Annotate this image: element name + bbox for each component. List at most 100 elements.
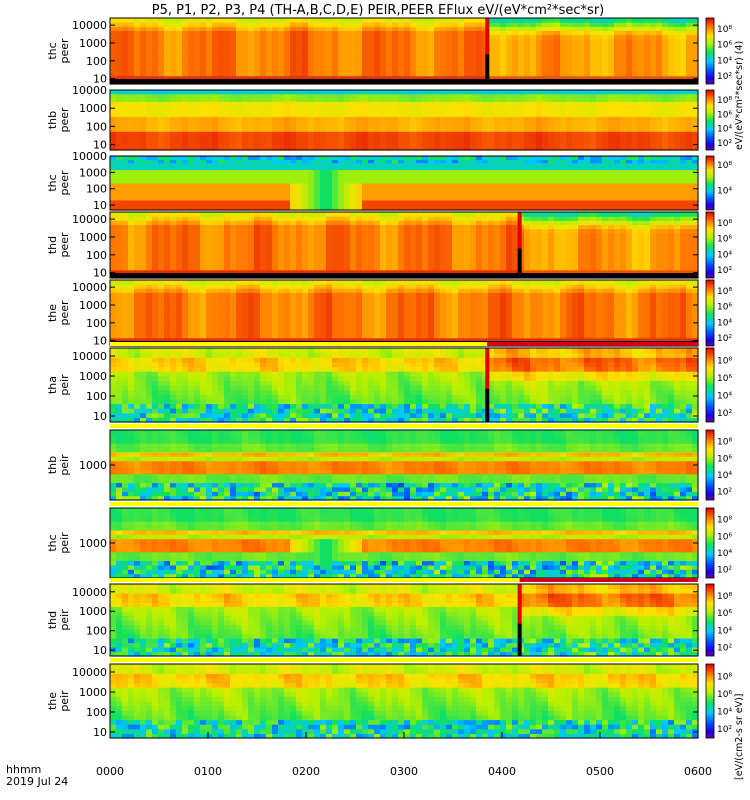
heatmap-cell: [236, 97, 243, 102]
heatmap-cell: [176, 189, 183, 194]
heatmap-cell: [488, 166, 495, 171]
heatmap-cell: [590, 120, 597, 125]
heatmap-cell: [668, 116, 675, 121]
heatmap-cell: [686, 51, 693, 56]
heatmap-cell: [578, 127, 585, 132]
heatmap-cell: [386, 172, 393, 177]
heatmap-cell: [578, 105, 585, 110]
heatmap-cell: [548, 142, 555, 147]
heatmap-cell: [518, 112, 525, 117]
heatmap-cell: [146, 108, 153, 114]
heatmap-cell: [134, 18, 141, 23]
heatmap-cell: [356, 159, 363, 164]
heatmap-cell: [212, 67, 219, 73]
heatmap-cell: [488, 159, 495, 164]
heatmap-cell: [662, 38, 669, 44]
heatmap-cell: [656, 142, 663, 147]
heatmap-cell: [638, 186, 645, 191]
heatmap-cell: [674, 90, 681, 95]
heatmap-cell: [464, 75, 471, 81]
heatmap-cell: [392, 169, 399, 174]
heatmap-cell: [332, 193, 339, 198]
heatmap-cell: [290, 176, 297, 181]
heatmap-cell: [212, 105, 219, 110]
heatmap-cell: [146, 34, 153, 40]
heatmap-cell: [320, 169, 327, 174]
heatmap-cell: [458, 26, 465, 31]
heatmap-cell: [182, 116, 189, 121]
heatmap-cell: [488, 22, 495, 27]
heatmap-cell: [188, 127, 195, 132]
heatmap-cell: [176, 97, 183, 102]
heatmap-cell: [446, 120, 453, 125]
heatmap-cell: [206, 186, 213, 191]
heatmap-cell: [368, 26, 375, 31]
heatmap-cell: [338, 63, 345, 69]
heatmap-cell: [560, 203, 567, 208]
heatmap-cell: [416, 18, 423, 23]
heatmap-cell: [182, 265, 189, 271]
heatmap-cell: [170, 18, 177, 23]
heatmap-cell: [338, 116, 345, 121]
heatmap-cell: [116, 166, 123, 171]
heatmap-cell: [116, 257, 123, 263]
heatmap-cell: [116, 101, 123, 106]
heatmap-cell: [536, 127, 543, 132]
heatmap-cell: [476, 55, 483, 60]
heatmap-cell: [476, 189, 483, 194]
heatmap-cell: [218, 38, 225, 44]
heatmap-cell: [116, 224, 123, 230]
heatmap-cell: [116, 193, 123, 198]
heatmap-cell: [386, 159, 393, 164]
heatmap-cell: [182, 193, 189, 198]
heatmap-cell: [572, 183, 579, 187]
heatmap-cell: [494, 67, 501, 73]
heatmap-cell: [638, 189, 645, 194]
heatmap-cell: [500, 22, 507, 27]
heatmap-cell: [176, 172, 183, 177]
heatmap-cell: [614, 146, 621, 151]
heatmap-cell: [170, 166, 177, 171]
heatmap-cell: [140, 67, 147, 73]
heatmap-cell: [134, 236, 141, 242]
heatmap-cell: [260, 105, 267, 110]
heatmap-cell: [284, 112, 291, 117]
heatmap-cell: [350, 179, 357, 184]
heatmap-cell: [230, 93, 237, 99]
heatmap-cell: [440, 116, 447, 121]
heatmap-cell: [524, 22, 531, 27]
heatmap-cell: [110, 38, 117, 44]
heatmap-cell: [368, 127, 375, 132]
heatmap-cell: [272, 116, 279, 121]
heatmap-cell: [584, 112, 591, 117]
heatmap-cell: [260, 71, 267, 77]
heatmap-cell: [164, 146, 171, 151]
heatmap-cell: [638, 59, 645, 64]
heatmap-cell: [296, 169, 303, 174]
heatmap-cell: [470, 156, 477, 160]
heatmap-cell: [146, 156, 153, 160]
heatmap-cell: [512, 169, 519, 174]
heatmap-cell: [224, 131, 231, 136]
heatmap-cell: [110, 196, 117, 201]
heatmap-cell: [488, 183, 495, 187]
heatmap-cell: [614, 108, 621, 114]
heatmap-cell: [464, 172, 471, 177]
heatmap-cell: [278, 30, 285, 36]
heatmap-cell: [452, 63, 459, 69]
heatmap-cell: [584, 162, 591, 167]
heatmap-cell: [356, 189, 363, 194]
heatmap-cell: [392, 18, 399, 23]
heatmap-cell: [656, 112, 663, 117]
heatmap-cell: [446, 112, 453, 117]
heatmap-cell: [314, 135, 321, 140]
heatmap-cell: [182, 216, 189, 221]
heatmap-cell: [578, 71, 585, 77]
heatmap-cell: [272, 196, 279, 201]
heatmap-cell: [632, 172, 639, 177]
heatmap-cell: [440, 142, 447, 147]
heatmap-cell: [476, 67, 483, 73]
heatmap-cell: [518, 26, 525, 31]
heatmap-cell: [440, 206, 447, 211]
heatmap-cell: [158, 142, 165, 147]
